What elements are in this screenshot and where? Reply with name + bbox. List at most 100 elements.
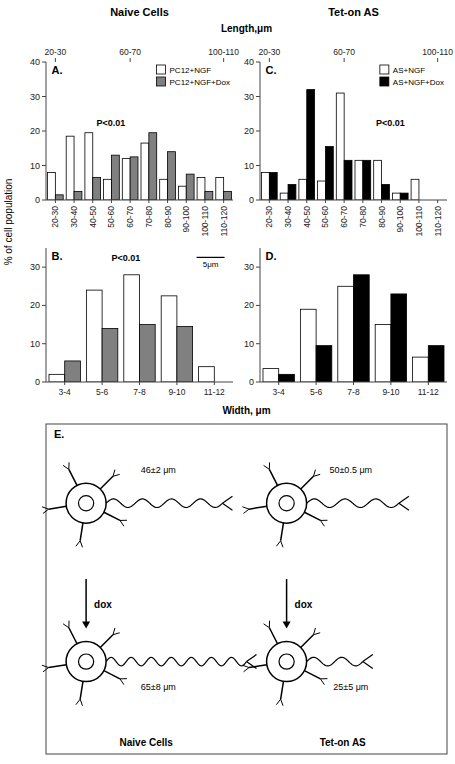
- bar: [263, 369, 279, 382]
- axon-fork: [363, 655, 373, 662]
- x-tick-label: 60-70: [125, 206, 135, 228]
- bar: [168, 152, 176, 200]
- axon-fork: [222, 496, 232, 503]
- neuron: [42, 621, 257, 706]
- y-tick-label: 30: [244, 262, 254, 272]
- y-tick-label: 10: [30, 161, 40, 171]
- axon-fork: [363, 662, 373, 669]
- dendrite-branch: [264, 624, 270, 628]
- dendrite-branch: [244, 668, 250, 672]
- x-tick-label: 9-10: [168, 387, 185, 397]
- dendrite: [281, 681, 284, 699]
- bars: [261, 90, 418, 200]
- figure: 01020304020-3030-4040-5050-6060-7070-808…: [0, 0, 455, 764]
- x-tick: [400, 200, 401, 203]
- x-tick-label: 30-40: [69, 206, 79, 228]
- bar: [318, 181, 326, 200]
- x-tick: [204, 200, 205, 203]
- y-tick: [42, 382, 46, 383]
- dendrite: [249, 506, 267, 509]
- dendrite-branch: [42, 507, 49, 509]
- bar: [74, 191, 82, 200]
- dendrite-branch: [242, 507, 249, 509]
- bar: [104, 179, 112, 200]
- legend-label: AS+NGF+Dox: [393, 78, 444, 87]
- bar: [413, 357, 429, 382]
- x-tick-label: 100-110: [200, 206, 210, 237]
- y-tick-label: 10: [30, 339, 40, 349]
- panel: 01020304020-3030-4040-5050-6060-7070-808…: [30, 47, 239, 237]
- dendrite: [100, 635, 113, 648]
- x-tick-label: 20-30: [50, 206, 60, 228]
- x-tick-label: 3-4: [59, 387, 72, 397]
- dendrite: [69, 628, 77, 644]
- dendrite-branch: [120, 520, 124, 526]
- dendrite-branch: [80, 541, 82, 548]
- x-tick: [353, 382, 354, 385]
- y-tick: [42, 96, 46, 97]
- y-tick-label: 40: [244, 57, 254, 67]
- x-tick: [111, 200, 112, 203]
- bar: [197, 178, 205, 200]
- bar: [344, 160, 352, 200]
- cell-body: [66, 642, 106, 682]
- x-tick-label: 40-50: [88, 206, 98, 228]
- bar: [122, 159, 130, 200]
- panel: 01020304020-3030-4040-5050-6060-7070-808…: [244, 47, 453, 237]
- x-tick: [437, 200, 438, 203]
- y-tick: [256, 267, 260, 268]
- bar: [160, 179, 168, 200]
- x-tick: [102, 382, 103, 385]
- bars: [47, 133, 231, 200]
- y-axis: [46, 248, 47, 382]
- x-tick: [223, 200, 224, 203]
- bar: [354, 275, 370, 382]
- panel-label: A.: [52, 64, 63, 76]
- y-tick-label: 40: [30, 57, 40, 67]
- arrow-head: [82, 622, 90, 629]
- y-axis: [260, 248, 261, 382]
- x-tick-label: 100-110: [414, 206, 424, 237]
- x-tick-label: 30-40: [283, 206, 293, 228]
- bar: [93, 178, 101, 200]
- cell-body: [66, 483, 106, 523]
- bar: [355, 160, 363, 200]
- bar: [55, 195, 63, 200]
- dendrite-branch: [244, 509, 250, 513]
- legend-label: AS+NGF: [393, 66, 425, 75]
- legend-label: PC12+NGF: [170, 66, 212, 75]
- diagram-frame: [46, 424, 447, 754]
- y-tick-label: 20: [30, 300, 40, 310]
- dendrite: [304, 512, 320, 520]
- x-tick-label: 40-50: [302, 206, 312, 228]
- bar: [279, 374, 295, 382]
- neuron: [242, 621, 372, 706]
- x2-tick-label: 60-70: [119, 47, 141, 57]
- x-tick-label: 11-12: [204, 387, 225, 397]
- dendrite-branch: [313, 633, 320, 635]
- axon-fork: [399, 503, 409, 510]
- dendrite-branch: [242, 665, 249, 667]
- bar: [205, 191, 213, 200]
- x-tick: [316, 382, 317, 385]
- dendrite: [281, 523, 284, 541]
- dendrite-branch: [281, 541, 283, 548]
- dendrite-branch: [43, 509, 49, 513]
- annotation: P<0.01: [376, 118, 405, 128]
- arrow: [85, 579, 87, 623]
- x2-tick: [223, 58, 224, 62]
- panel-label: C.: [266, 64, 277, 76]
- x-axis-label: Width, μm: [222, 405, 270, 416]
- axon-fork: [399, 496, 409, 503]
- bar: [130, 157, 138, 200]
- dendrite: [249, 665, 267, 668]
- x-tick-label: 5-6: [310, 387, 323, 397]
- y-tick: [42, 200, 46, 201]
- bar: [336, 93, 344, 200]
- y-tick-label: 20: [30, 126, 40, 136]
- x-tick: [64, 382, 65, 385]
- x-tick-label: 5-6: [96, 387, 109, 397]
- bar: [66, 136, 74, 200]
- bar: [299, 179, 307, 200]
- dendrite-branch: [120, 678, 127, 679]
